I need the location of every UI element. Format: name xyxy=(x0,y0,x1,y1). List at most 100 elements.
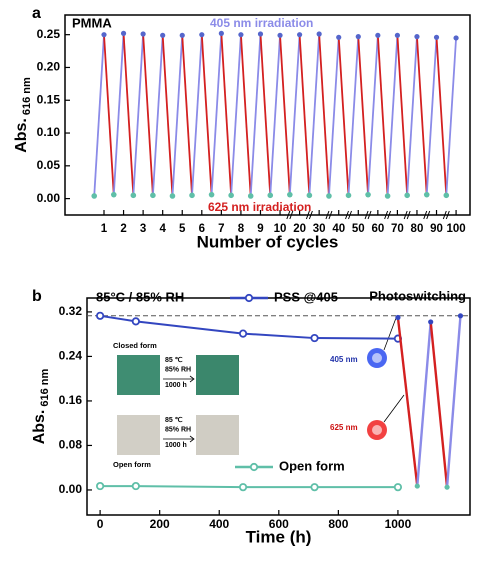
axis-break xyxy=(328,210,333,220)
low-point xyxy=(208,191,215,198)
rise-segment xyxy=(347,36,360,196)
y-tick-label: 0.08 xyxy=(59,438,83,452)
low-point xyxy=(306,192,313,199)
fall-segment xyxy=(259,33,272,196)
high-point xyxy=(140,31,146,37)
point xyxy=(131,317,140,326)
high-point xyxy=(414,34,420,40)
rise-segment xyxy=(425,37,438,195)
fall-segment xyxy=(161,35,174,197)
x-tick-label: 4 xyxy=(159,223,166,235)
rise-segment xyxy=(288,34,301,195)
rise-segment xyxy=(171,35,184,197)
inset-closed-label: Closed form xyxy=(113,341,157,350)
x-tick-label: 800 xyxy=(328,517,348,531)
axis-break xyxy=(286,210,291,220)
fall-segment xyxy=(220,33,233,196)
axis-break xyxy=(348,210,352,220)
fall-segment xyxy=(200,34,213,195)
x-tick-label: 90 xyxy=(430,223,443,235)
high-point xyxy=(257,31,264,37)
legend-label: PSS @405 xyxy=(274,289,338,304)
rise-segment xyxy=(230,34,242,196)
fall-segment xyxy=(429,321,449,488)
x-tick-label: 3 xyxy=(140,223,146,235)
x-tick-label: 400 xyxy=(209,517,229,531)
fall-segment xyxy=(240,34,252,197)
high-point xyxy=(101,32,107,38)
point xyxy=(238,483,248,492)
high-point xyxy=(394,32,400,38)
rise-segment xyxy=(210,33,223,195)
point xyxy=(395,314,401,321)
point xyxy=(444,484,450,490)
axis-break xyxy=(445,210,450,220)
point xyxy=(96,481,105,491)
x-tick-label: 60 xyxy=(371,223,384,235)
axis-break xyxy=(367,210,372,220)
low-point xyxy=(423,191,430,198)
y-tick-label: 0.24 xyxy=(59,349,83,363)
x-tick-label: 1000 xyxy=(385,517,412,531)
blue-bulb-core xyxy=(372,353,382,363)
x-tick-label: 5 xyxy=(179,223,186,235)
x-tick-label: 0 xyxy=(97,517,104,531)
legend-label: Open form xyxy=(279,458,345,473)
axis-break xyxy=(384,210,389,220)
condition-label: 85°C / 85% RH xyxy=(96,289,184,304)
axis-break xyxy=(325,210,330,220)
high-point xyxy=(277,32,283,38)
axis-break xyxy=(308,210,313,220)
inset-open-label: Open form xyxy=(113,460,151,469)
y-axis-label-main: Abs. xyxy=(31,410,48,445)
high-point xyxy=(179,32,185,38)
low-point xyxy=(189,192,195,199)
legend-marker xyxy=(244,293,254,303)
x-axis-label: Number of cycles xyxy=(197,232,339,251)
low-point xyxy=(443,192,450,199)
rise-segment xyxy=(328,37,340,197)
rise-segment xyxy=(445,37,457,196)
y-axis-label: Abs. 616 nm xyxy=(31,368,51,444)
axis-break xyxy=(426,210,431,220)
inset-open-after xyxy=(196,415,239,455)
fall-segment xyxy=(396,35,409,196)
y-tick-label: 0.25 xyxy=(37,27,61,41)
fall-segment xyxy=(357,36,369,195)
low-point xyxy=(287,191,293,198)
axis-break xyxy=(305,210,310,220)
inset-step: 1000 h xyxy=(165,382,187,389)
y-axis-label: Abs. 616 nm xyxy=(13,77,33,153)
point xyxy=(96,311,105,320)
y-axis-label-main: Abs. xyxy=(13,118,30,153)
axis-break xyxy=(289,210,294,220)
light-label-405: 405 nm xyxy=(330,355,358,364)
high-point xyxy=(297,32,303,38)
y-tick-label: 0.00 xyxy=(59,482,83,496)
high-point xyxy=(199,32,205,38)
low-point xyxy=(326,193,332,199)
rise-segment xyxy=(406,36,418,196)
inset-closed-after xyxy=(196,355,239,395)
inset-arrowhead xyxy=(189,375,195,383)
point xyxy=(393,483,403,492)
point xyxy=(428,319,434,325)
point xyxy=(414,483,420,489)
inset-step: 85 ℃ xyxy=(165,416,183,424)
panel-label: a xyxy=(32,5,41,22)
axis-break xyxy=(345,210,349,220)
high-point xyxy=(375,32,381,38)
low-point xyxy=(404,192,410,199)
high-point xyxy=(160,32,166,38)
fall-segment xyxy=(435,37,448,196)
high-point xyxy=(316,31,322,37)
panel-title: PMMA xyxy=(72,15,112,30)
high-point xyxy=(238,32,244,38)
annotation-405: 405 nm irradiation xyxy=(210,16,313,30)
x-tick-label: 1 xyxy=(101,223,108,235)
fall-segment xyxy=(279,35,291,195)
y-tick-label: 0.15 xyxy=(37,92,61,106)
fall-segment xyxy=(122,33,135,196)
x-tick-label: 30 xyxy=(313,223,326,235)
fall-segment xyxy=(298,34,311,196)
